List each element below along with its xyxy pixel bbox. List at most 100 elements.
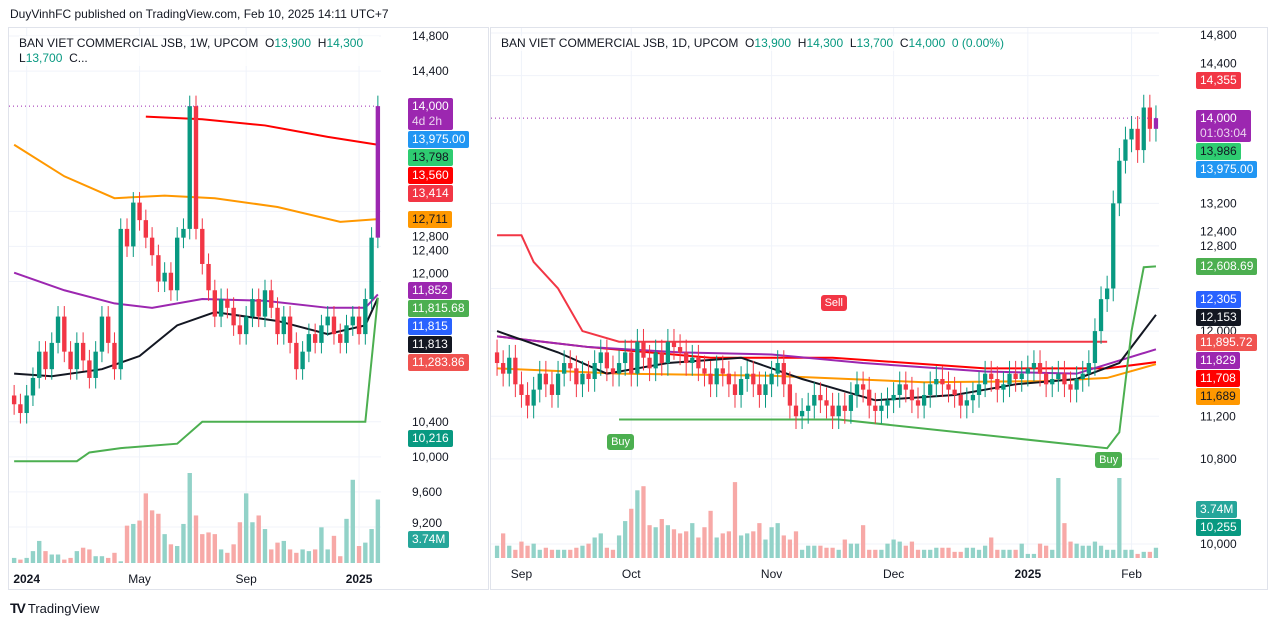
volume-bar bbox=[1092, 541, 1098, 558]
price-label-text: 13,975.00 bbox=[1200, 162, 1254, 177]
price-label-text: 13,798 bbox=[412, 150, 449, 165]
y-tick-label: 12,800 bbox=[412, 229, 449, 243]
daily-chart-panel[interactable]: BAN VIET COMMERCIAL JSB, 1D, UPCOM O13,9… bbox=[490, 27, 1268, 590]
candle bbox=[237, 325, 243, 335]
volume-bar bbox=[118, 561, 123, 563]
volume-bar bbox=[106, 557, 111, 563]
candle bbox=[74, 342, 80, 370]
candle bbox=[873, 405, 878, 411]
y-tick-label: 14,400 bbox=[1200, 57, 1237, 71]
weekly-chart-panel[interactable]: BAN VIET COMMERCIAL JSB, 1W, UPCOM O13,9… bbox=[8, 27, 489, 590]
price-label: 13,560 bbox=[408, 167, 453, 185]
candle bbox=[519, 384, 524, 395]
price-label-text: 14,355 bbox=[1200, 73, 1237, 88]
candle bbox=[124, 228, 130, 247]
volume-bar bbox=[586, 543, 591, 558]
volume-bar bbox=[131, 523, 136, 563]
candle bbox=[860, 384, 866, 390]
y-tick-label: 14,400 bbox=[412, 64, 449, 78]
candle bbox=[891, 394, 896, 401]
candle bbox=[294, 342, 299, 370]
y-tick-label: 12,000 bbox=[412, 267, 449, 281]
candle bbox=[1043, 373, 1049, 385]
candle bbox=[1080, 373, 1085, 379]
volume-bar bbox=[879, 549, 884, 558]
candle bbox=[344, 325, 349, 343]
candle bbox=[787, 384, 793, 406]
candle bbox=[940, 378, 945, 385]
volume-bar bbox=[18, 559, 23, 563]
volume-bar bbox=[218, 549, 224, 563]
price-label-text: 12,711 bbox=[412, 212, 448, 227]
price-label: 13,975.00 bbox=[1196, 161, 1258, 179]
y-tick-label: 9,200 bbox=[412, 516, 442, 530]
volume-bar bbox=[1117, 478, 1122, 558]
price-label: 11,813 bbox=[408, 336, 452, 354]
price-label: 14,355 bbox=[1196, 72, 1241, 90]
symbol-title: BAN VIET COMMERCIAL JSB, 1D, UPCOM bbox=[501, 36, 739, 50]
price-label: 11,708 bbox=[1196, 370, 1240, 388]
candle bbox=[87, 360, 92, 378]
volume-bar bbox=[806, 545, 811, 558]
volume-bar bbox=[860, 525, 866, 558]
indicator-line bbox=[145, 115, 379, 146]
volume-bar bbox=[494, 545, 500, 558]
candle bbox=[677, 347, 683, 353]
candle bbox=[531, 389, 536, 406]
candle bbox=[30, 377, 36, 396]
volume-bar bbox=[206, 532, 211, 563]
volume-bar bbox=[549, 549, 555, 558]
x-tick-label: May bbox=[128, 572, 151, 586]
candle bbox=[848, 394, 854, 411]
volume-bar bbox=[1086, 545, 1091, 558]
candle bbox=[131, 202, 136, 247]
candle bbox=[325, 316, 330, 326]
volume-bar bbox=[842, 539, 847, 558]
volume-bar bbox=[580, 545, 585, 558]
volume-bar bbox=[665, 525, 671, 558]
volume-bar bbox=[1129, 549, 1134, 558]
price-label-text: 11,283.86 bbox=[412, 355, 465, 370]
volume-bar bbox=[225, 552, 230, 563]
tradingview-footer[interactable]: TV TradingView bbox=[10, 600, 99, 616]
y-tick-label: 12,400 bbox=[412, 243, 449, 257]
candle bbox=[137, 202, 142, 221]
candle bbox=[702, 368, 707, 374]
price-label-text: 11,815.68 bbox=[412, 301, 465, 316]
brand-name: TradingView bbox=[27, 600, 100, 616]
volume-bar bbox=[824, 547, 829, 558]
candle bbox=[11, 395, 17, 405]
volume-bar bbox=[156, 513, 161, 563]
price-label-text: 13,414 bbox=[412, 186, 449, 201]
volume-bar bbox=[300, 549, 305, 563]
volume-bar bbox=[921, 549, 927, 558]
volume-bar bbox=[306, 551, 312, 563]
volume-bar bbox=[653, 527, 658, 558]
candle bbox=[501, 363, 506, 374]
candle bbox=[306, 334, 312, 352]
candle bbox=[262, 290, 268, 317]
candle bbox=[818, 394, 823, 401]
candle bbox=[1086, 363, 1091, 374]
candle bbox=[1117, 160, 1122, 204]
price-label-subtext: 01:03:04 bbox=[1200, 126, 1247, 141]
price-label: 11,852 bbox=[408, 282, 452, 300]
price-label: 13,975.00 bbox=[408, 131, 470, 149]
volume-bar bbox=[708, 510, 713, 558]
volume-bar bbox=[187, 473, 192, 563]
daily-chart-canvas[interactable]: Sep Oct Nov Dec 2025 Feb 14,800 14,400 13,200 12,… bbox=[491, 28, 1269, 591]
volume-bar bbox=[1056, 478, 1061, 558]
candle bbox=[312, 334, 318, 343]
price-label: 11,815 bbox=[408, 318, 452, 336]
volume-bar bbox=[1025, 553, 1030, 558]
y-tick-label: 14,800 bbox=[1200, 28, 1237, 42]
price-label-text: 13,560 bbox=[412, 168, 449, 183]
price-label-text: 14,000 bbox=[1200, 111, 1237, 126]
candle bbox=[250, 299, 255, 317]
candle bbox=[616, 363, 622, 374]
candle bbox=[143, 220, 149, 238]
x-tick-label: Dec bbox=[883, 567, 904, 581]
price-label: 11,829 bbox=[1196, 352, 1240, 370]
volume-bar bbox=[738, 535, 744, 558]
